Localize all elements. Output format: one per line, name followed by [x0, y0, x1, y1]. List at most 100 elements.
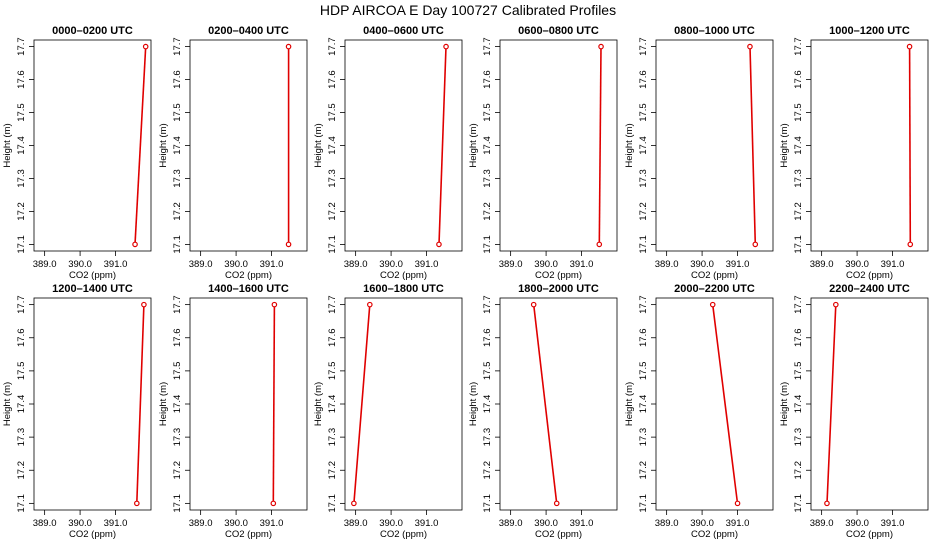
y-tick-label: 17.5 [327, 103, 338, 122]
y-tick-label: 17.3 [172, 428, 183, 447]
y-tick-label: 17.2 [327, 461, 338, 480]
panel-title: 2200–2400 UTC [829, 283, 910, 295]
x-tick-label: 391.0 [570, 259, 594, 270]
y-tick-label: 17.3 [793, 169, 804, 188]
plot-frame [189, 297, 308, 511]
y-tick-label: 17.4 [172, 395, 183, 414]
y-tick-label: 17.1 [638, 494, 649, 513]
x-tick-label: 390.0 [845, 259, 869, 270]
x-axis-label: CO2 (ppm) [225, 529, 272, 540]
data-point [134, 500, 140, 507]
data-point [709, 301, 716, 308]
x-tick-label: 391.0 [726, 259, 750, 270]
data-point [367, 301, 373, 308]
x-tick-label: 391.0 [570, 518, 594, 529]
plot-frame [33, 39, 152, 252]
data-point [141, 301, 147, 308]
y-tick-label: 17.1 [327, 235, 338, 254]
profile-line [134, 46, 147, 245]
x-tick-label: 391.0 [104, 259, 128, 270]
profile-line [272, 304, 276, 504]
data-point [833, 301, 839, 308]
x-tick-label: 389.0 [344, 518, 368, 529]
y-tick-label: 17.1 [638, 235, 649, 254]
data-point [285, 43, 292, 50]
panel-title: 0800–1000 UTC [674, 25, 755, 37]
y-axis-label: Height (m) [2, 382, 13, 426]
x-tick-label: 390.0 [690, 518, 714, 529]
panel-title: 1800–2000 UTC [518, 283, 599, 295]
y-tick-label: 17.5 [793, 103, 804, 122]
data-point [132, 241, 138, 248]
y-tick-label: 17.5 [482, 103, 493, 122]
data-point [351, 500, 357, 507]
profile-line [598, 46, 602, 245]
y-tick-label: 17.7 [638, 295, 649, 314]
y-tick-label: 17.2 [793, 202, 804, 221]
y-axis-label: Height (m) [779, 382, 790, 426]
y-tick-label: 17.2 [638, 202, 649, 221]
profile-line [749, 46, 757, 245]
x-tick-label: 389.0 [344, 259, 368, 270]
y-tick-label: 17.4 [638, 395, 649, 414]
panel-title: 0400–0600 UTC [363, 25, 444, 37]
x-tick-label: 391.0 [260, 518, 284, 529]
data-point [598, 43, 604, 50]
y-tick-label: 17.7 [793, 37, 804, 56]
y-tick-label: 17.1 [327, 494, 338, 513]
y-tick-label: 17.1 [793, 235, 804, 254]
plot-frame [655, 297, 774, 511]
panel-title: 1400–1600 UTC [208, 283, 289, 295]
x-tick-label: 389.0 [810, 259, 834, 270]
y-tick-label: 17.2 [16, 461, 27, 480]
y-tick-label: 17.5 [638, 362, 649, 381]
x-axis-label: CO2 (ppm) [225, 270, 272, 281]
x-tick-label: 389.0 [189, 518, 213, 529]
y-tick-label: 17.2 [482, 461, 493, 480]
x-tick-label: 389.0 [499, 518, 523, 529]
y-tick-label: 17.2 [172, 461, 183, 480]
x-axis-label: CO2 (ppm) [846, 270, 893, 281]
x-tick-label: 391.0 [104, 518, 128, 529]
x-tick-label: 389.0 [33, 518, 57, 529]
y-tick-label: 17.3 [482, 428, 493, 447]
data-point [596, 241, 603, 248]
y-tick-label: 17.7 [327, 295, 338, 314]
x-axis-label: CO2 (ppm) [535, 529, 582, 540]
x-tick-label: 389.0 [810, 518, 834, 529]
data-point [285, 241, 292, 248]
y-tick-label: 17.1 [482, 494, 493, 513]
y-tick-label: 17.6 [16, 329, 27, 348]
y-tick-label: 17.2 [793, 461, 804, 480]
x-axis-label: CO2 (ppm) [691, 529, 738, 540]
data-point [270, 500, 277, 507]
y-tick-label: 17.3 [16, 169, 27, 188]
y-tick-label: 17.4 [172, 136, 183, 155]
profile-line [826, 304, 837, 504]
y-axis-label: Height (m) [2, 123, 13, 167]
y-axis-label: Height (m) [468, 123, 479, 167]
panel-title: 0200–0400 UTC [208, 25, 289, 37]
y-tick-label: 17.6 [793, 329, 804, 348]
panel-title: 2000–2200 UTC [674, 283, 755, 295]
y-tick-label: 17.7 [482, 295, 493, 314]
y-tick-label: 17.4 [16, 136, 27, 155]
x-tick-label: 390.0 [534, 518, 558, 529]
y-tick-label: 17.3 [16, 428, 27, 447]
y-axis-label: Height (m) [624, 123, 635, 167]
x-tick-label: 390.0 [68, 259, 92, 270]
x-tick-label: 390.0 [690, 259, 714, 270]
profile-line [532, 304, 558, 504]
y-tick-label: 17.5 [327, 362, 338, 381]
profile-line [136, 304, 145, 504]
profile-line [438, 46, 447, 245]
panel-title: 0000–0200 UTC [52, 25, 133, 37]
y-tick-label: 17.6 [172, 329, 183, 348]
x-axis-label: CO2 (ppm) [69, 270, 116, 281]
data-point [734, 500, 741, 507]
